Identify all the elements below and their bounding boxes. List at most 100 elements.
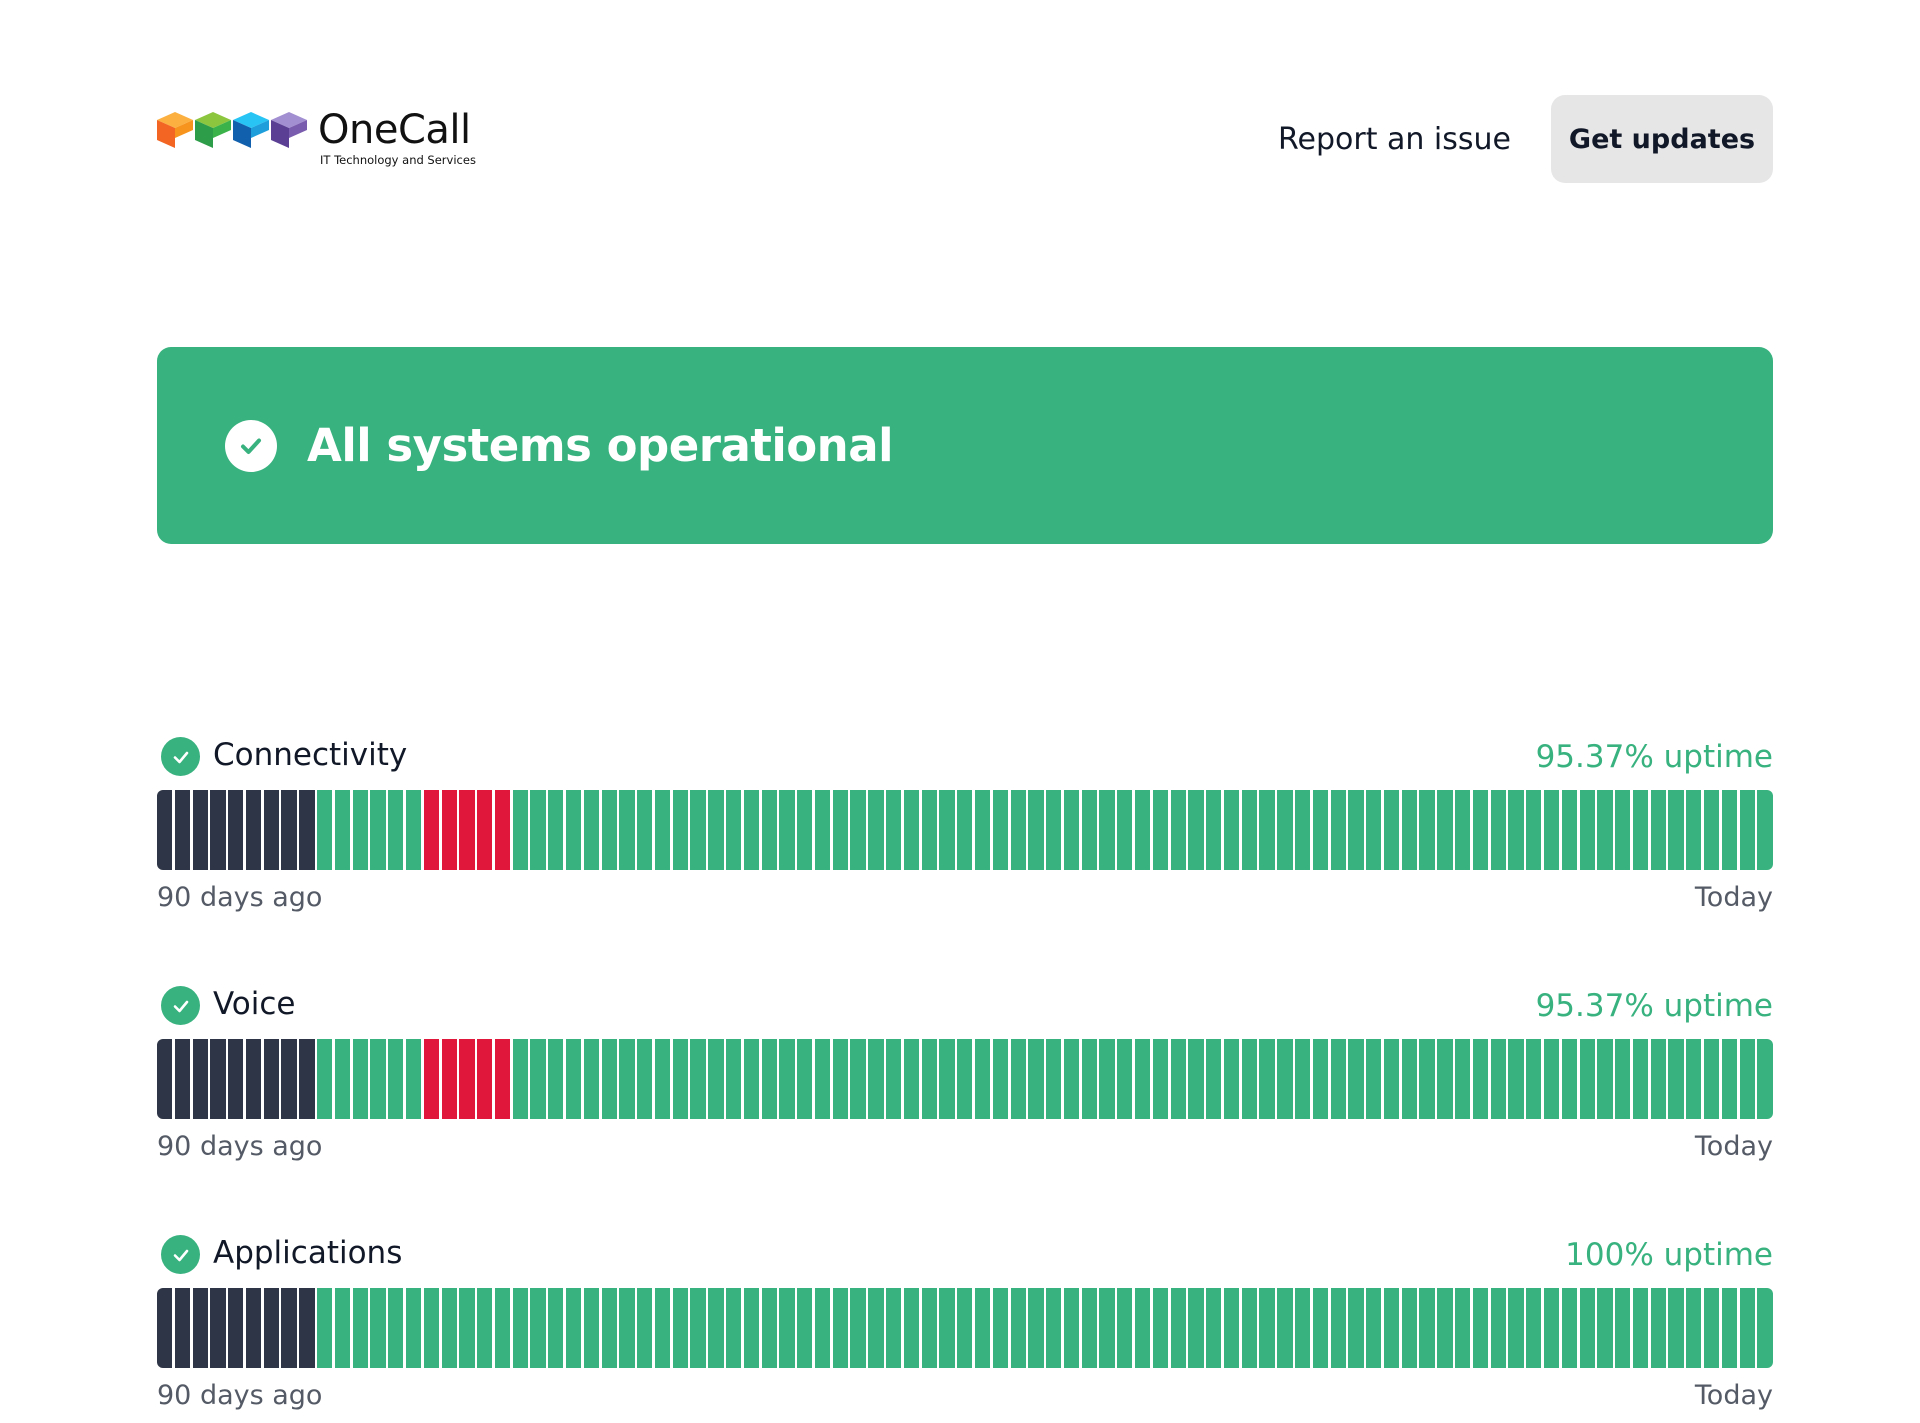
uptime-day-bar[interactable] (441, 1288, 457, 1368)
uptime-day-bar[interactable] (210, 1288, 226, 1368)
uptime-day-bar[interactable] (174, 1039, 191, 1119)
uptime-day-bar[interactable] (1010, 1039, 1026, 1119)
uptime-day-bar[interactable] (1170, 790, 1186, 870)
uptime-day-bar[interactable] (619, 1288, 635, 1368)
uptime-day-bar[interactable] (637, 1039, 653, 1119)
uptime-day-bar[interactable] (405, 1288, 422, 1368)
uptime-day-bar[interactable] (1437, 790, 1453, 870)
uptime-day-bar[interactable] (1668, 1039, 1684, 1119)
uptime-day-bar[interactable] (370, 1039, 386, 1119)
uptime-day-bar[interactable] (512, 1039, 528, 1119)
uptime-day-bar[interactable] (814, 790, 831, 870)
uptime-day-bar[interactable] (939, 790, 955, 870)
uptime-day-bar[interactable] (1632, 1039, 1649, 1119)
uptime-day-bar[interactable] (1543, 1288, 1560, 1368)
uptime-day-bar[interactable] (1757, 1039, 1773, 1119)
uptime-day-bar[interactable] (850, 1039, 866, 1119)
uptime-day-bar[interactable] (530, 790, 546, 870)
get-updates-button[interactable]: Get updates (1551, 95, 1773, 183)
uptime-day-bar[interactable] (1134, 1288, 1151, 1368)
uptime-day-bar[interactable] (1561, 1039, 1577, 1119)
uptime-day-bar[interactable] (743, 790, 760, 870)
uptime-day-bar[interactable] (1259, 790, 1275, 870)
uptime-day-bar[interactable] (281, 1288, 297, 1368)
uptime-day-bar[interactable] (245, 790, 262, 870)
uptime-day-bar[interactable] (1490, 790, 1506, 870)
uptime-day-bar[interactable] (832, 790, 848, 870)
uptime-day-bar[interactable] (1757, 1288, 1773, 1368)
uptime-day-bar[interactable] (405, 1039, 422, 1119)
uptime-day-bar[interactable] (974, 1039, 991, 1119)
uptime-day-bar[interactable] (1615, 1288, 1631, 1368)
uptime-day-bar[interactable] (1508, 1288, 1524, 1368)
uptime-day-bar[interactable] (850, 1288, 866, 1368)
uptime-day-bar[interactable] (850, 790, 866, 870)
uptime-day-bar[interactable] (299, 1039, 315, 1119)
uptime-day-bar[interactable] (228, 1288, 244, 1368)
uptime-day-bar[interactable] (726, 1288, 742, 1368)
uptime-day-bar[interactable] (992, 1288, 1008, 1368)
uptime-day-bar[interactable] (1490, 1288, 1506, 1368)
uptime-day-bar[interactable] (1650, 1288, 1666, 1368)
uptime-day-bar[interactable] (672, 790, 688, 870)
uptime-day-bar[interactable] (992, 790, 1008, 870)
uptime-day-bar[interactable] (1579, 1039, 1595, 1119)
uptime-day-bar[interactable] (245, 1039, 262, 1119)
uptime-day-bar[interactable] (1241, 1039, 1257, 1119)
uptime-day-bar[interactable] (992, 1039, 1008, 1119)
uptime-day-bar[interactable] (654, 790, 671, 870)
uptime-day-bar[interactable] (565, 1288, 582, 1368)
uptime-day-bar[interactable] (1632, 1288, 1649, 1368)
uptime-day-bar[interactable] (583, 1039, 600, 1119)
onecall-logo[interactable]: OneCall IT Technology and Services (157, 110, 497, 168)
uptime-day-bar[interactable] (1383, 790, 1400, 870)
uptime-day-bar[interactable] (1348, 1288, 1364, 1368)
uptime-day-bar[interactable] (1703, 790, 1720, 870)
uptime-day-bar[interactable] (1686, 1288, 1702, 1368)
uptime-day-bar[interactable] (334, 790, 351, 870)
uptime-day-bar[interactable] (192, 790, 208, 870)
uptime-day-bar[interactable] (1615, 790, 1631, 870)
uptime-day-bar[interactable] (1579, 790, 1595, 870)
uptime-day-bar[interactable] (797, 1039, 813, 1119)
uptime-day-bar[interactable] (388, 1039, 404, 1119)
uptime-day-bar[interactable] (1668, 790, 1684, 870)
uptime-day-bar[interactable] (334, 1288, 351, 1368)
uptime-day-bar[interactable] (957, 790, 973, 870)
uptime-day-bar[interactable] (263, 1288, 279, 1368)
uptime-day-bar[interactable] (1419, 1039, 1435, 1119)
uptime-day-bar[interactable] (743, 1039, 760, 1119)
uptime-day-bar[interactable] (974, 1288, 991, 1368)
uptime-day-bar[interactable] (1028, 790, 1044, 870)
uptime-day-bar[interactable] (1686, 1039, 1702, 1119)
uptime-day-bar[interactable] (1188, 790, 1204, 870)
uptime-day-bar[interactable] (192, 1039, 208, 1119)
uptime-day-bar[interactable] (1650, 1039, 1666, 1119)
uptime-day-bar[interactable] (352, 1039, 368, 1119)
uptime-day-bar[interactable] (779, 790, 795, 870)
uptime-day-bar[interactable] (1597, 1288, 1613, 1368)
uptime-day-bar[interactable] (939, 1288, 955, 1368)
uptime-day-bar[interactable] (388, 790, 404, 870)
uptime-day-bar[interactable] (530, 1039, 546, 1119)
uptime-day-bar[interactable] (832, 1288, 848, 1368)
uptime-day-bar[interactable] (761, 1288, 777, 1368)
uptime-day-bar[interactable] (1508, 790, 1524, 870)
uptime-day-bar[interactable] (1188, 1039, 1204, 1119)
uptime-day-bar[interactable] (512, 1288, 528, 1368)
uptime-day-bar[interactable] (1312, 1288, 1329, 1368)
uptime-day-bar[interactable] (334, 1039, 351, 1119)
uptime-day-bar[interactable] (1223, 1288, 1240, 1368)
uptime-day-bar[interactable] (690, 1288, 706, 1368)
uptime-day-bar[interactable] (228, 790, 244, 870)
uptime-day-bar[interactable] (299, 790, 315, 870)
uptime-day-bar[interactable] (672, 1039, 688, 1119)
uptime-day-bar[interactable] (1472, 790, 1489, 870)
uptime-day-bar[interactable] (619, 790, 635, 870)
uptime-day-bar[interactable] (1348, 1039, 1364, 1119)
uptime-day-bar[interactable] (1259, 1039, 1275, 1119)
uptime-day-bar[interactable] (1526, 790, 1542, 870)
uptime-day-bar[interactable] (1312, 790, 1329, 870)
uptime-day-bar[interactable] (708, 790, 724, 870)
uptime-day-bar[interactable] (921, 1288, 937, 1368)
